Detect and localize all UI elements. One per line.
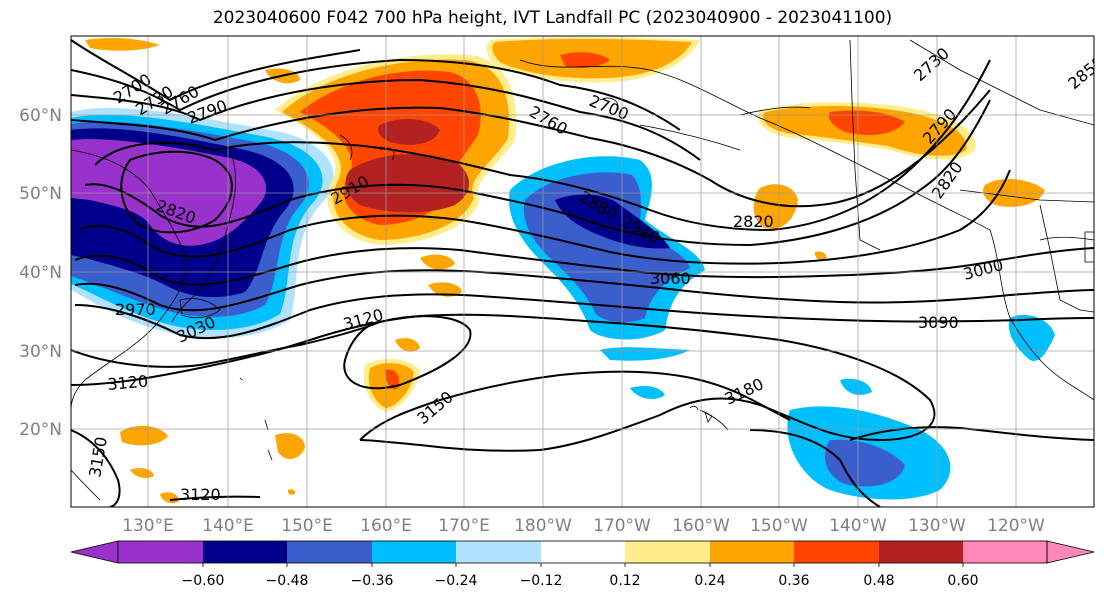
- colorbar-tick-label: −0.36: [351, 573, 394, 589]
- lat-label: 50°N: [19, 184, 62, 204]
- colorbar-tick-label: −0.12: [520, 573, 563, 589]
- lon-label: 150°E: [281, 516, 333, 536]
- colorbar-swatch: [70, 540, 119, 564]
- lat-label: 40°N: [19, 263, 62, 283]
- positive-anomaly-region-northeast: [753, 102, 1045, 261]
- colorbar-tick-label: 0.24: [694, 573, 725, 589]
- contour-label: 3120: [107, 372, 149, 394]
- lat-label: 20°N: [19, 420, 62, 440]
- colorbar-tick-label: 0.60: [947, 573, 978, 589]
- map-frame: [70, 35, 1095, 508]
- colorbar-swatch: [118, 541, 203, 563]
- graticule: [71, 36, 1094, 507]
- lon-label: 170°E: [438, 516, 490, 536]
- latitude-labels: 60°N 50°N 40°N 30°N 20°N: [19, 106, 62, 440]
- contour-label: 2820: [733, 212, 774, 231]
- lon-label: 130°W: [908, 516, 966, 536]
- negative-anomaly-region-south: [600, 314, 1055, 500]
- map-area: 2700 2730 2760 2790 2700 2760 2730 2790 …: [71, 36, 1094, 507]
- height-contours: [71, 39, 1094, 507]
- colorbar-tick-label: 0.48: [863, 573, 894, 589]
- lon-label: 150°W: [750, 516, 808, 536]
- colorbar-tick-label: 0.36: [778, 573, 809, 589]
- colorbar-tick-label: −0.48: [266, 573, 309, 589]
- lat-label: 30°N: [19, 342, 62, 362]
- colorbar-swatch: [625, 541, 710, 563]
- lon-label: 170°W: [593, 516, 651, 536]
- colorbar-swatch: [710, 541, 794, 563]
- colorbar-swatch: [963, 541, 1047, 563]
- colorbar: −0.60 −0.48 −0.36 −0.24 −0.12 0.12 0.24 …: [70, 540, 1095, 589]
- colorbar-swatch: [794, 541, 879, 563]
- lon-label: 160°W: [672, 516, 730, 536]
- colorbar-tick-label: 0.12: [609, 573, 640, 589]
- contour-label: 3090: [918, 313, 959, 332]
- colorbar-swatch: [541, 541, 625, 563]
- map-title: 2023040600 F042 700 hPa height, IVT Land…: [212, 8, 893, 28]
- lon-label: 180°W: [514, 516, 572, 536]
- lon-label: 140°W: [829, 516, 887, 536]
- contour-label: 3120: [180, 485, 221, 504]
- lon-label: 130°E: [122, 516, 174, 536]
- contour-label: 3060: [650, 269, 691, 288]
- lon-label: 140°E: [202, 516, 254, 536]
- colorbar-swatch: [1046, 540, 1095, 564]
- longitude-labels: 130°E 140°E 150°E 160°E 170°E 180°W 170°…: [122, 516, 1045, 536]
- lat-label: 60°N: [19, 106, 62, 126]
- colorbar-swatch: [203, 541, 287, 563]
- colorbar-swatch: [372, 541, 456, 563]
- contour-label: 2970: [115, 300, 156, 319]
- colorbar-swatch: [456, 541, 541, 563]
- negative-anomaly-region-west: [71, 108, 334, 339]
- lon-label: 120°W: [987, 516, 1045, 536]
- colorbar-tick-label: −0.24: [435, 573, 478, 589]
- colorbar-tick-label: −0.60: [182, 573, 225, 589]
- colorbar-swatch: [879, 541, 963, 563]
- lon-label: 160°E: [360, 516, 412, 536]
- colorbar-swatch: [287, 541, 372, 563]
- positive-anomaly-region-small: [120, 254, 462, 504]
